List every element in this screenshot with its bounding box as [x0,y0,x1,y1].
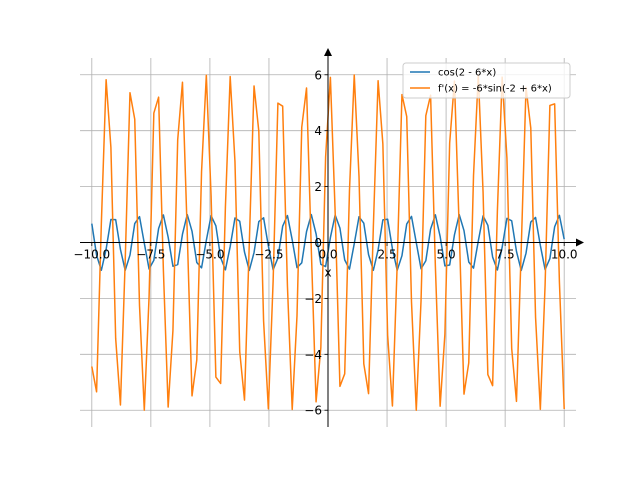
x-tick-label: 5.0 [437,248,456,262]
y-tick-label: −6 [304,404,322,418]
y-tick-label: 0 [314,236,322,250]
axes [80,48,584,427]
y-tick-label: −2 [304,292,322,306]
y-tick-label: 4 [314,124,322,138]
x-tick-label: 2.5 [378,248,397,262]
y-tick-label: 2 [314,180,322,194]
x-tick-label: −7.5 [136,248,165,262]
x-axis-arrow [576,238,584,247]
x-tick-label: −2.5 [254,248,283,262]
x-tick-label: −5.0 [195,248,224,262]
x-tick-label: 10.0 [551,248,578,262]
x-axis-label: x [324,266,331,280]
y-axis-arrow [324,48,332,56]
legend-label-cos: cos(2 - 6*x) [438,68,496,79]
legend-box [402,62,571,99]
x-tick-label: −10.0 [73,248,110,262]
legend: cos(2 - 6*x) f'(x) = -6*sin(-2 + 6*x) [402,62,571,99]
legend-label-derivative: f'(x) = -6*sin(-2 + 6*x) [438,84,552,95]
y-tick-label: −4 [304,348,322,362]
x-tick-label: 0.0 [318,248,337,262]
ticks: −10.0 −7.5 −5.0 −2.5 0.0 2.5 5.0 7.5 10.0 −6 −4 −2 0… [73,68,577,417]
x-tick-label: 7.5 [496,248,515,262]
y-tick-label: 6 [314,68,322,82]
